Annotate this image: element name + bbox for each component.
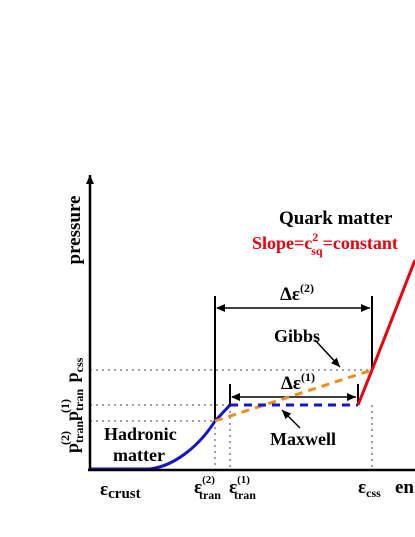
x-tick-tran2: ε(2) tran	[194, 474, 221, 502]
x-tick-css: εcss	[358, 477, 381, 500]
hadronic-label-line1: Hadronic	[104, 424, 177, 444]
x-tick-tran1: ε(1) tran	[229, 474, 256, 502]
y-tick-pcss: pcss	[62, 357, 86, 382]
quark-matter-label: Quark matter	[279, 208, 393, 229]
hadronic-label-line2: matter	[113, 445, 165, 465]
x-axis-label: en	[395, 477, 414, 498]
x-tick-crust: εcrust	[100, 479, 141, 502]
quark-slope-label: Slope=c2 sq=constant	[252, 230, 398, 258]
delta1-label: Δε(1)	[281, 370, 315, 394]
y-tick-ptran1: ptran(1)	[58, 389, 86, 421]
y-axis-label: pressure	[64, 196, 85, 265]
gibbs-pointer	[314, 339, 341, 368]
hadronic-curve	[90, 403, 232, 471]
y-tick-ptran2: ptran(2)	[58, 421, 86, 453]
maxwell-label: Maxwell	[270, 429, 336, 449]
maxwell-to-css	[356, 369, 374, 406]
maxwell-pointer	[281, 409, 301, 429]
guide-lines	[90, 369, 373, 470]
quark-line	[370, 259, 415, 371]
delta2-label: Δε(2)	[280, 281, 314, 305]
gibbs-label: Gibbs	[274, 326, 320, 346]
